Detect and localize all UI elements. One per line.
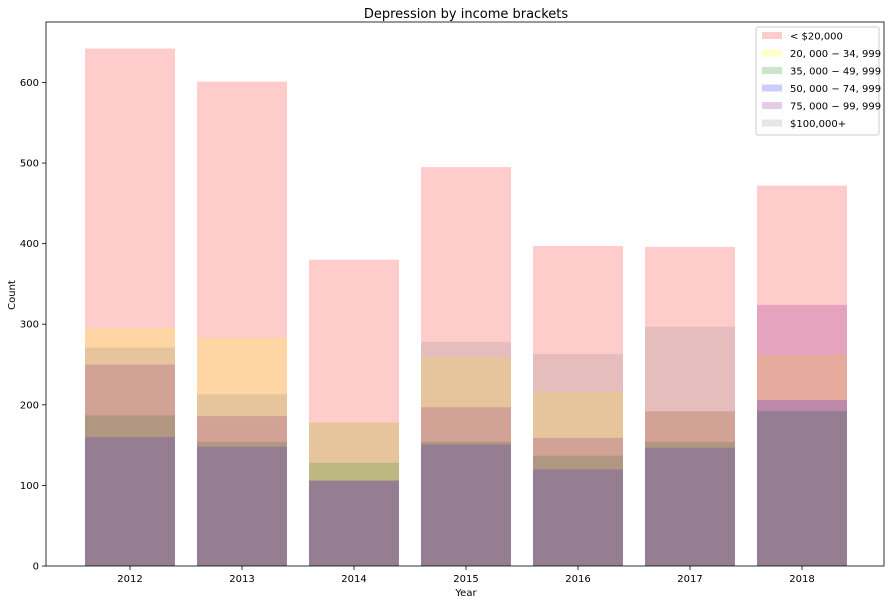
bar-0-2013: [197, 81, 287, 566]
bar-5-2018: [757, 411, 847, 566]
legend-items: < $20,000 20, 000 − 34, 999 35, 000 − 49, …: [762, 32, 881, 130]
legend-label: $100,000+: [790, 119, 846, 130]
y-tick-label: 500: [20, 159, 39, 170]
legend: < $20,000 20, 000 − 34, 999 35, 000 − 49, …: [755, 26, 881, 136]
bar-3-2017: [645, 447, 735, 566]
legend-label: 75, 000 − 99, 999: [790, 102, 881, 113]
bar-1-2014: [309, 422, 399, 566]
y-axis-label: Count: [7, 280, 18, 310]
bar-1-2017: [645, 411, 735, 566]
legend-swatch: [762, 84, 782, 92]
y-axis: 0 100 200 300 400 500 600: [20, 78, 46, 573]
y-tick-label: 600: [20, 78, 39, 89]
bar-5-2017: [645, 326, 735, 566]
bar-2-2017: [645, 441, 735, 566]
legend-label: 50, 000 − 74, 999: [790, 84, 881, 95]
bar-3-2013: [197, 446, 287, 566]
x-tick-label: 2016: [565, 574, 590, 585]
x-axis: 2012 2013 2014 2015 2016 2017 2018: [117, 566, 815, 585]
bar-2-2013: [197, 441, 287, 566]
bar-0-2015: [421, 167, 511, 567]
bar-2-2015: [421, 441, 511, 566]
y-tick-label: 100: [20, 481, 39, 492]
bar-4-2017: [645, 411, 735, 566]
bar-1-2018: [757, 354, 847, 566]
bar-3-2014: [309, 480, 399, 566]
bar-2-2018: [757, 411, 847, 566]
bar-3-2016: [533, 469, 623, 566]
bar-2-2012: [85, 415, 175, 566]
bar-1-2013: [197, 337, 287, 566]
plot-frame: [45, 21, 885, 567]
legend-swatch: [762, 32, 782, 39]
y-tick-label: 200: [20, 400, 39, 411]
x-tick-label: 2017: [677, 574, 702, 585]
bar-4-2014: [309, 480, 399, 566]
bar-4-2015: [421, 407, 511, 566]
x-tick-label: 2014: [341, 574, 366, 585]
x-tick-label: 2015: [453, 574, 478, 585]
legend-label: < $20,000: [790, 32, 843, 43]
bar-5-2014: [309, 422, 399, 566]
bar-0-2012: [85, 48, 175, 566]
bar-0-2014: [309, 259, 399, 566]
x-tick-label: 2013: [229, 574, 254, 585]
legend-swatch: [762, 49, 782, 57]
bar-1-2016: [533, 391, 623, 566]
x-axis-label: Year: [454, 588, 477, 599]
bars-layer: [85, 48, 847, 567]
chart-title: Depression by income brackets: [364, 7, 568, 22]
bar-0-2017: [645, 246, 735, 566]
bar-0-2018: [757, 185, 847, 566]
bar-4-2013: [197, 416, 287, 566]
x-tick-label: 2018: [789, 574, 814, 585]
y-tick-label: 300: [20, 320, 39, 331]
bar-3-2018: [757, 399, 847, 566]
y-tick-label: 400: [20, 239, 39, 250]
legend-box: [755, 26, 880, 136]
bar-0-2016: [533, 246, 623, 566]
bar-5-2016: [533, 354, 623, 566]
legend-swatch: [762, 102, 782, 109]
legend-label: 20, 000 − 34, 999: [790, 49, 881, 60]
bar-2-2014: [309, 462, 399, 566]
bar-1-2015: [421, 357, 511, 566]
bar-5-2015: [421, 341, 511, 566]
bar-4-2016: [533, 437, 623, 566]
legend-label: 35, 000 − 49, 999: [790, 67, 881, 78]
bar-4-2012: [85, 364, 175, 566]
bar-1-2012: [85, 328, 175, 566]
legend-swatch: [762, 67, 782, 74]
bar-2-2016: [533, 455, 623, 566]
bar-3-2015: [421, 444, 511, 566]
legend-swatch: [762, 119, 782, 127]
x-tick-label: 2012: [117, 574, 142, 585]
bar-5-2013: [197, 394, 287, 566]
bar-4-2018: [757, 304, 847, 566]
bar-5-2012: [85, 347, 175, 566]
y-tick-label: 0: [33, 562, 39, 573]
bar-3-2012: [85, 437, 175, 566]
